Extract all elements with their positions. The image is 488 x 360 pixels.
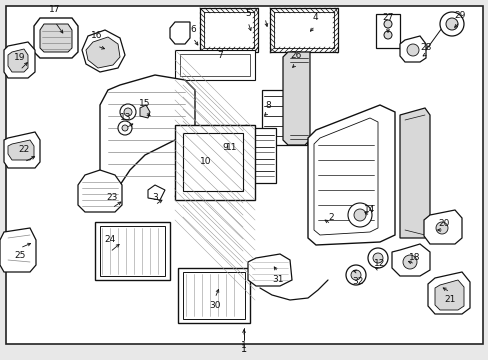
Polygon shape — [100, 75, 195, 195]
Text: 22: 22 — [19, 145, 30, 154]
Text: 7: 7 — [217, 50, 223, 59]
Text: 32: 32 — [351, 278, 363, 287]
Text: 18: 18 — [408, 253, 420, 262]
Text: 17: 17 — [49, 5, 61, 14]
Polygon shape — [78, 170, 122, 212]
Polygon shape — [203, 12, 253, 48]
Text: 4: 4 — [311, 13, 317, 22]
Polygon shape — [8, 140, 34, 160]
Polygon shape — [307, 105, 394, 245]
Circle shape — [383, 31, 391, 39]
Polygon shape — [140, 105, 150, 118]
Text: 27: 27 — [382, 13, 393, 22]
Text: 19: 19 — [14, 54, 26, 63]
Text: 11: 11 — [226, 144, 237, 153]
Polygon shape — [399, 36, 425, 62]
Bar — [183, 133, 243, 191]
Bar — [262, 90, 306, 145]
Bar — [100, 226, 164, 276]
Circle shape — [439, 12, 463, 36]
Polygon shape — [34, 18, 78, 58]
Bar — [178, 268, 249, 323]
Text: 16: 16 — [91, 31, 102, 40]
Circle shape — [353, 209, 365, 221]
Text: 3: 3 — [152, 194, 158, 202]
Text: 8: 8 — [264, 100, 270, 109]
Polygon shape — [427, 272, 469, 314]
Circle shape — [346, 265, 365, 285]
Text: 20: 20 — [437, 220, 449, 229]
Text: 28: 28 — [420, 44, 431, 53]
Polygon shape — [4, 42, 35, 78]
Text: 2: 2 — [327, 213, 333, 222]
Text: 13: 13 — [120, 113, 131, 122]
Circle shape — [372, 253, 382, 263]
Bar — [180, 54, 249, 76]
Polygon shape — [170, 22, 190, 44]
Circle shape — [124, 108, 132, 116]
Polygon shape — [391, 244, 429, 276]
Bar — [175, 125, 254, 200]
Polygon shape — [0, 228, 36, 272]
Polygon shape — [434, 280, 463, 310]
Bar — [175, 50, 254, 80]
Text: 9: 9 — [222, 144, 227, 153]
Circle shape — [350, 270, 360, 280]
Bar — [183, 272, 244, 319]
Text: 6: 6 — [190, 26, 196, 35]
Bar — [245, 128, 275, 183]
Circle shape — [445, 18, 457, 30]
Text: 15: 15 — [139, 99, 150, 108]
Circle shape — [118, 121, 132, 135]
Polygon shape — [86, 37, 120, 68]
Circle shape — [435, 222, 447, 234]
Polygon shape — [283, 52, 309, 145]
Bar — [95, 222, 170, 280]
Text: 5: 5 — [244, 9, 250, 18]
Text: 29: 29 — [453, 10, 465, 19]
Text: 25: 25 — [14, 251, 26, 260]
Polygon shape — [399, 108, 429, 238]
Circle shape — [122, 125, 128, 131]
Polygon shape — [82, 30, 125, 72]
Circle shape — [402, 255, 416, 269]
Polygon shape — [40, 24, 72, 52]
Text: 1: 1 — [241, 341, 246, 350]
Text: 21: 21 — [444, 296, 455, 305]
Polygon shape — [200, 8, 258, 52]
Text: 30: 30 — [209, 302, 220, 310]
Text: 12: 12 — [373, 260, 385, 269]
Bar — [375, 14, 399, 48]
Text: 23: 23 — [106, 194, 118, 202]
Polygon shape — [313, 118, 377, 235]
Bar — [273, 12, 333, 48]
Text: 14: 14 — [364, 206, 375, 215]
Circle shape — [120, 104, 136, 120]
Polygon shape — [8, 49, 28, 72]
Circle shape — [406, 44, 418, 56]
Text: 26: 26 — [290, 51, 301, 60]
Circle shape — [383, 20, 391, 28]
Text: 10: 10 — [200, 158, 211, 166]
Polygon shape — [148, 185, 164, 200]
Circle shape — [347, 203, 371, 227]
Circle shape — [367, 248, 387, 268]
Polygon shape — [423, 210, 461, 244]
Text: 1: 1 — [241, 344, 246, 354]
Text: 31: 31 — [272, 275, 283, 284]
Text: 24: 24 — [104, 235, 115, 244]
Bar — [269, 8, 337, 52]
Polygon shape — [4, 132, 40, 168]
Polygon shape — [247, 254, 291, 286]
